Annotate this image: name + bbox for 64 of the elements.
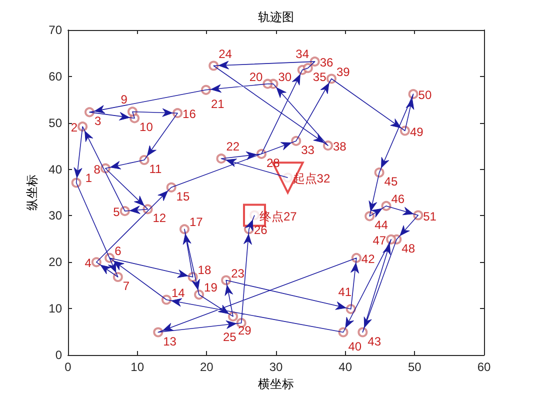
annotation: 42	[361, 252, 376, 266]
annotation: 39	[336, 64, 350, 79]
annotation: 34	[296, 46, 310, 61]
annotation: 11	[149, 162, 162, 176]
x-tick-label: 20	[200, 360, 214, 374]
annotation: 41	[338, 285, 352, 300]
annotation: 44	[374, 218, 388, 232]
annotation: 47	[372, 233, 386, 248]
annotation: 48	[402, 241, 416, 256]
annotation: 6	[114, 244, 122, 258]
annotation: 10	[140, 120, 154, 134]
chart-title: 轨迹图	[258, 10, 294, 24]
annotation: 3	[94, 114, 102, 128]
annotation: 23	[231, 266, 245, 280]
annotation: 7	[122, 279, 130, 293]
annotation: 30	[278, 70, 292, 84]
y-tick-label: 50	[48, 116, 62, 130]
y-tick-label: 40	[48, 162, 62, 176]
annotation: 25	[222, 330, 237, 344]
annotation: 13	[163, 334, 177, 348]
x-tick-label: 40	[338, 360, 352, 374]
y-axis-title: 纵坐标	[24, 174, 39, 210]
annotation: 33	[301, 142, 315, 157]
annotation: 43	[368, 334, 382, 348]
x-tick-label: 10	[130, 360, 144, 374]
annotation: 17	[189, 215, 204, 230]
x-tick-label: 0	[64, 360, 72, 374]
annotation: 29	[238, 323, 252, 338]
annotation: 16	[182, 107, 196, 122]
annotation: 5	[113, 205, 120, 220]
x-tick-label: 30	[269, 360, 283, 374]
annotation: 14	[171, 286, 186, 300]
annotation: 24	[218, 46, 232, 61]
annotation: 38	[333, 140, 347, 154]
y-tick-label: 20	[48, 255, 62, 270]
annotation: 46	[391, 192, 405, 206]
annotation: 21	[210, 96, 225, 111]
annotation: 15	[176, 189, 190, 204]
annotation: 12	[152, 211, 166, 226]
y-tick-label: 0	[55, 348, 62, 362]
annotation: 40	[348, 339, 362, 354]
x-axis-title: 横坐标	[258, 376, 294, 391]
annotation: 22	[226, 140, 240, 154]
annotation: 36	[320, 56, 334, 70]
annotation: 1	[85, 170, 92, 185]
annotation: 51	[423, 209, 437, 224]
annotation: 49	[410, 124, 424, 139]
annotation: 19	[204, 280, 218, 295]
annotation: 9	[120, 92, 128, 107]
x-tick-label: 60	[477, 360, 491, 374]
annotation: 20	[249, 70, 263, 84]
annotation: 8	[94, 162, 101, 176]
annotation: 45	[384, 174, 398, 189]
annotation: 4	[84, 256, 92, 270]
y-tick-label: 10	[48, 302, 62, 316]
annotation: 35	[312, 70, 327, 84]
annotation: 18	[198, 263, 212, 277]
y-tick-label: 30	[48, 208, 62, 223]
annotation: 26	[254, 223, 268, 238]
annotation: 2	[70, 120, 78, 135]
x-tick-label: 50	[408, 360, 422, 374]
y-tick-label: 60	[48, 69, 62, 84]
annotation: 50	[418, 88, 432, 102]
y-tick-label: 70	[48, 23, 62, 37]
